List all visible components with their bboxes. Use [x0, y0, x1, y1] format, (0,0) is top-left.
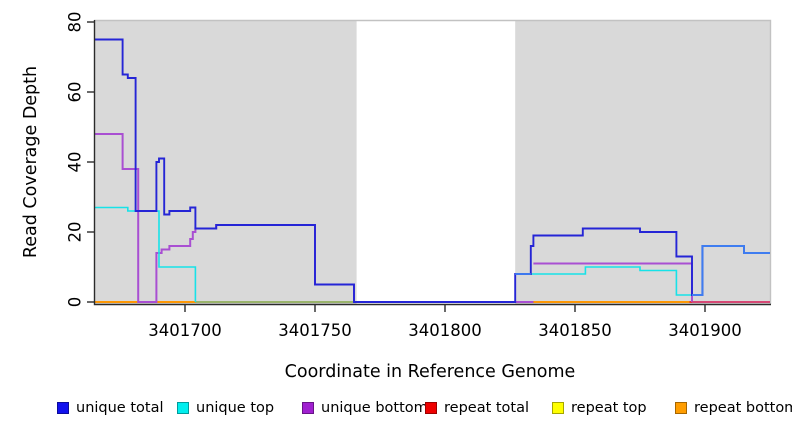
legend-swatch-icon: [675, 402, 687, 414]
x-tick-label: 3401700: [148, 321, 222, 340]
legend-label: repeat total: [444, 400, 530, 416]
legend-item-unique-bottom: unique bottom: [302, 396, 428, 420]
x-tick-label: 3401800: [408, 321, 482, 340]
legend-swatch-icon: [177, 402, 189, 414]
plot-background: [94, 19, 772, 304]
legend-item-repeat-top: repeat top: [552, 396, 647, 420]
y-tick-label: 60: [66, 82, 85, 103]
y-axis-title: Read Coverage Depth: [21, 66, 41, 258]
legend: unique total unique top unique bottom repea…: [0, 396, 792, 424]
legend-swatch-icon: [552, 402, 564, 414]
legend-label: unique bottom: [321, 400, 428, 416]
series-lines: [94, 38, 770, 303]
legend-item-unique-total: unique total: [57, 396, 164, 420]
legend-label: unique total: [76, 400, 164, 416]
x-tick-label: 3401850: [538, 321, 612, 340]
legend-label: repeat bottom: [694, 400, 792, 416]
series-unique-total: [94, 38, 770, 303]
series-unique-top: [94, 206, 197, 302]
y-tick-label: 80: [66, 12, 85, 33]
legend-item-repeat-total: repeat total: [425, 396, 529, 420]
series-unique-total-light-overlay: [692, 245, 770, 296]
legend-swatch-icon: [425, 402, 437, 414]
y-tick-label: 20: [66, 222, 85, 243]
uncovered-white-region: [356, 21, 516, 304]
x-tick-label: 3401900: [668, 321, 742, 340]
axes: 3401700 3401750 3401800 3401850 3401900 0 20 40…: [66, 12, 771, 340]
legend-item-repeat-bottom: repeat bottom: [675, 396, 792, 420]
legend-label: unique top: [196, 400, 275, 416]
x-tick-label: 3401750: [278, 321, 352, 340]
legend-swatch-icon: [302, 402, 314, 414]
legend-label: repeat top: [571, 400, 647, 416]
y-tick-label: 40: [66, 152, 85, 173]
y-tick-label: 0: [66, 297, 85, 308]
legend-item-unique-top: unique top: [177, 396, 274, 420]
x-axis-title: Coordinate in Reference Genome: [285, 362, 576, 382]
legend-swatch-icon: [57, 402, 69, 414]
